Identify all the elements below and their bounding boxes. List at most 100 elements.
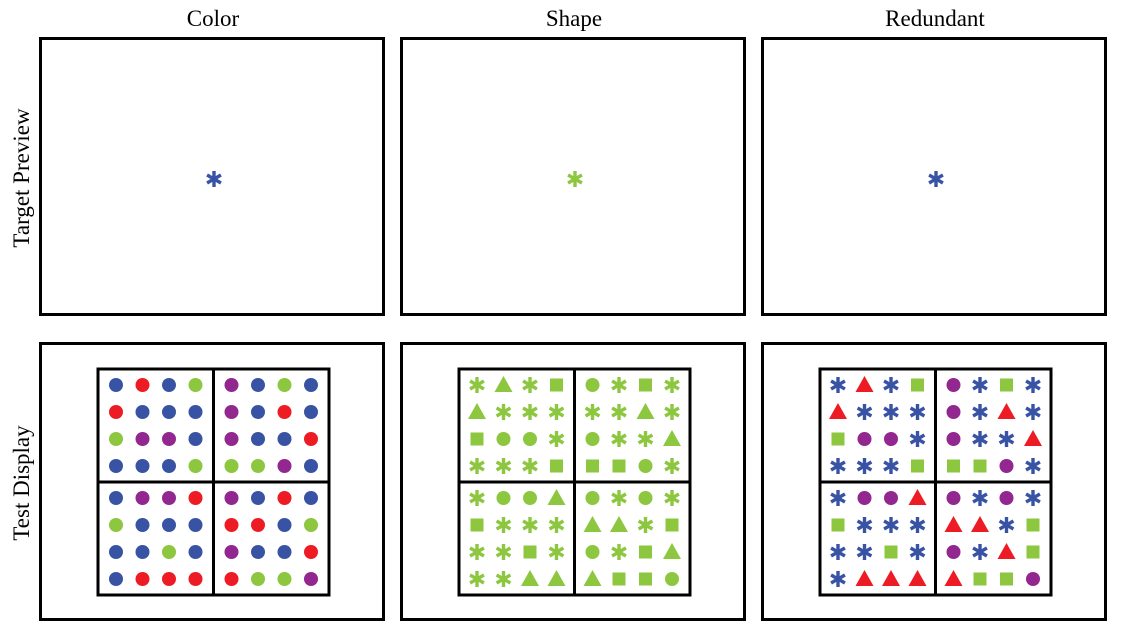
purple-circle-item [277,459,292,473]
purple-circle-item [224,545,239,559]
blue-circle-item [251,432,265,446]
green-circle-item [251,572,265,586]
purple-circle-item [135,432,150,446]
green-circle-item [251,459,265,473]
blue-asterisk-item [206,171,222,187]
green-asterisk-item [611,431,627,447]
green-circle-item [523,491,537,505]
target-preview-panel-shape [400,37,746,316]
purple-circle-item [224,432,239,446]
green-circle-item [585,491,600,505]
blue-circle-item [109,545,123,559]
blue-circle-item [162,459,176,473]
green-square-item [470,432,484,446]
red-triangle-item [997,543,1016,559]
green-asterisk-item [664,377,680,393]
red-circle-item [162,572,176,586]
blue-asterisk-item [972,490,988,506]
red-triangle-item [944,570,963,586]
green-triangle-item [583,570,602,586]
green-circle-item [188,459,203,473]
blue-asterisk-item [856,404,873,420]
purple-circle-item [135,491,150,505]
green-triangle-item [610,516,628,532]
blue-asterisk-item [972,544,988,560]
purple-circle-item [999,491,1014,505]
green-circle-item [188,378,203,392]
red-circle-item [277,491,292,505]
blue-asterisk-item [909,517,926,533]
green-square-item [470,518,484,532]
blue-asterisk-item [883,458,899,474]
test-display-panel-shape [400,342,746,621]
green-asterisk-item [611,544,627,560]
green-asterisk-item [548,404,565,420]
green-asterisk-item [469,490,485,506]
green-asterisk-item [637,517,654,533]
purple-circle-item [946,405,961,419]
blue-circle-item [304,405,318,419]
blue-circle-item [188,405,203,419]
green-asterisk-item [611,377,627,393]
blue-circle-item [251,378,265,392]
blue-asterisk-item [883,404,899,420]
green-square-item [1000,572,1013,586]
green-circle-item [496,491,511,505]
purple-circle-item [857,432,872,446]
purple-circle-item [224,405,239,419]
green-triangle-item [547,489,566,505]
blue-asterisk-item [883,517,899,533]
test-display-color [96,367,331,597]
purple-circle-item [162,491,176,505]
green-square-item [947,459,960,473]
blue-circle-item [135,518,150,532]
blue-circle-item [135,459,150,473]
green-asterisk-item [522,377,538,393]
green-circle-item [585,378,600,392]
blue-circle-item [109,459,123,473]
blue-circle-item [304,491,318,505]
green-square-item [884,545,898,559]
red-circle-item [135,572,150,586]
blue-asterisk-item [883,377,899,393]
green-asterisk-item [495,458,512,474]
blue-asterisk-item [998,517,1015,533]
green-circle-item [523,432,537,446]
green-square-item [586,459,599,473]
green-square-item [550,459,563,473]
blue-circle-item [135,405,150,419]
blue-circle-item [188,545,203,559]
blue-circle-item [277,545,292,559]
purple-circle-item [946,378,961,392]
blue-asterisk-item [830,490,846,506]
green-circle-item [277,572,292,586]
green-asterisk-item [469,458,485,474]
green-square-item [831,518,845,532]
green-square-item [639,545,652,559]
blue-asterisk-item [1025,458,1041,474]
blue-circle-item [109,378,123,392]
green-square-item [1026,545,1040,559]
blue-asterisk-item [1025,490,1041,506]
green-asterisk-item [584,404,601,420]
blue-circle-item [162,378,176,392]
green-circle-item [162,545,176,559]
green-triangle-item [636,403,655,419]
green-square-item [639,378,652,392]
blue-asterisk-item [1025,404,1041,420]
green-square-item [973,572,987,586]
green-square-item [911,378,924,392]
purple-circle-item [304,572,318,586]
green-asterisk-item [548,431,565,447]
blue-asterisk-item [928,171,944,187]
green-square-item [973,459,987,473]
green-asterisk-item [522,517,538,533]
test-display-panel-redundant [761,342,1107,621]
purple-circle-item [857,491,872,505]
blue-asterisk-item [856,544,873,560]
green-asterisk-item [495,544,512,560]
blue-circle-item [109,572,123,586]
blue-asterisk-item [856,517,873,533]
red-circle-item [304,432,318,446]
green-asterisk-item [664,490,680,506]
